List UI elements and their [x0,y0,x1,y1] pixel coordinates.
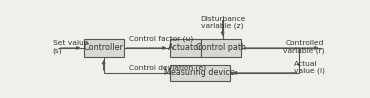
Text: Control path: Control path [196,44,246,53]
FancyBboxPatch shape [169,65,230,81]
FancyBboxPatch shape [84,39,124,57]
Text: Actuator: Actuator [168,44,202,53]
FancyBboxPatch shape [201,39,241,57]
Text: Control deviation (e): Control deviation (e) [130,64,206,71]
Text: Measuring device: Measuring device [164,68,235,77]
Text: Control factor (u): Control factor (u) [130,36,194,42]
Text: Controller: Controller [84,44,124,53]
FancyBboxPatch shape [169,39,201,57]
Text: Actual
value (i): Actual value (i) [294,61,325,74]
Text: Disturbance
variable (z): Disturbance variable (z) [200,16,245,29]
Text: Set value
(s): Set value (s) [53,40,88,54]
Text: Controlled
variable (r): Controlled variable (r) [283,40,324,54]
